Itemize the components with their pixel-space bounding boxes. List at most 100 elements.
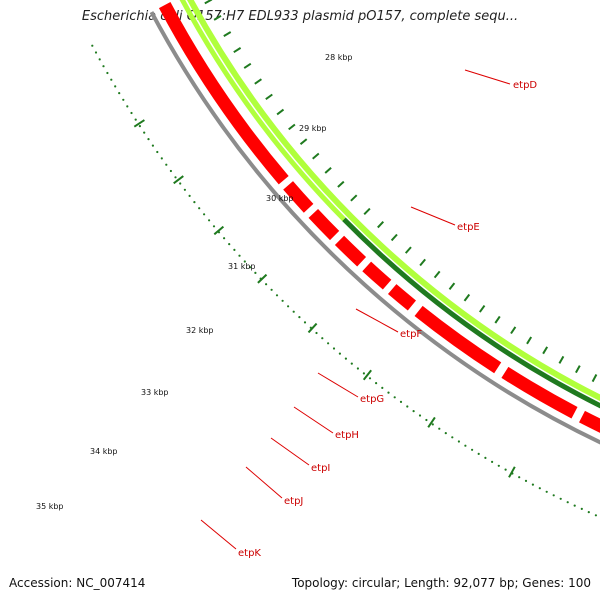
kbp-label: 29 kbp [299,124,327,133]
minor-tick [362,372,365,375]
minor-tick [275,294,279,297]
outer-tick [276,108,285,116]
minor-tick [418,414,422,417]
minor-tick [98,58,101,61]
minor-tick [228,243,231,246]
minor-tick [179,182,182,185]
minor-tick [193,201,196,204]
minor-tick [484,456,487,459]
outer-tick [390,233,398,242]
outer-tick [448,282,456,291]
minor-tick [573,504,576,507]
minor-tick [444,432,447,435]
major-tick [213,225,225,236]
minor-tick [151,144,154,147]
minor-tick [552,494,555,497]
kbp-label: 35 kbp [36,502,64,511]
gc-skew-ring [187,0,600,402]
outer-tick [299,138,308,145]
outer-tick [510,326,517,335]
minor-tick [303,321,307,324]
minor-tick [559,497,562,500]
gene-label: etpG [360,394,384,405]
kbp-label: 33 kbp [141,388,169,397]
minor-tick [464,444,467,447]
gene-labels: etpD etpE etpF etpG etpH etpI [200,69,537,559]
minor-tick [143,131,146,134]
minor-tick [491,460,494,463]
minor-tick [165,163,168,166]
minor-tick [375,382,378,385]
cds-feature [308,208,340,241]
minor-tick [315,331,318,335]
minor-tick [399,400,403,403]
minor-tick [156,150,159,154]
gene-label: etpJ [284,496,303,507]
minor-tick [387,391,390,394]
outer-tick [478,305,486,313]
gene-callout-etpF: etpF [355,308,422,340]
minor-tick [451,436,454,439]
minor-tick [208,219,211,222]
backbone-ring [149,11,600,445]
minor-tick [431,423,434,426]
minor-tick [425,418,428,422]
minor-tick [188,194,191,197]
minor-tick [134,118,137,121]
gene-callout-etpG: etpG [317,372,384,405]
minor-tick [110,78,113,81]
minor-tick [91,44,94,47]
minor-tick [393,396,396,399]
cds-feature [334,235,367,267]
minor-tick [254,271,257,274]
minor-tick [212,225,216,228]
genome-summary-label: Topology: circular; Length: 92,077 bp; G… [291,576,591,590]
minor-tick [138,125,141,128]
minor-tick [174,176,177,179]
minor-tick [126,105,129,108]
gene-callout-etpE: etpE [410,206,480,233]
minor-tick [524,479,528,482]
minor-tick [566,501,569,504]
outer-tick [542,346,549,355]
gene-label: etpI [311,463,330,474]
kbp-label: 28 kbp [325,53,353,62]
minor-tick [457,440,460,443]
minor-tick [287,305,290,308]
gene-label: etpE [457,222,480,233]
gene-label: etpD [513,80,537,91]
major-tick [133,119,145,128]
minor-tick [265,283,268,286]
minor-tick [248,266,252,269]
minor-tick [594,514,598,517]
outer-tick [433,270,441,279]
outer-tick [337,180,345,188]
outer-tick [265,93,273,101]
cds-feature [362,261,392,290]
minor-tick [518,476,521,479]
minor-tick [114,85,117,88]
minor-tick [338,352,341,355]
outer-tick [204,0,213,5]
gene-label: etpH [335,430,359,441]
gene-callout-etpK: etpK [200,519,261,559]
major-tick [307,322,318,334]
major-tick [173,175,184,185]
outer-tick [288,123,296,131]
kbp-label: 30 kbp [266,194,294,203]
outer-tick [312,152,320,160]
minor-tick [587,510,590,514]
minor-tick [298,316,301,319]
outer-tick [419,258,426,267]
minor-tick [281,299,284,302]
gene-label: etpF [400,329,422,340]
minor-tick [169,169,172,173]
minor-tick [270,288,273,291]
gene-callout-etpI: etpI [270,437,330,474]
cds-feature [387,284,416,311]
minor-tick [118,92,121,95]
minor-tick [412,410,415,413]
gene-callout-etpJ: etpJ [245,466,303,507]
accession-label: Accession: NC_007414 [9,576,146,590]
minor-tick [130,111,133,115]
